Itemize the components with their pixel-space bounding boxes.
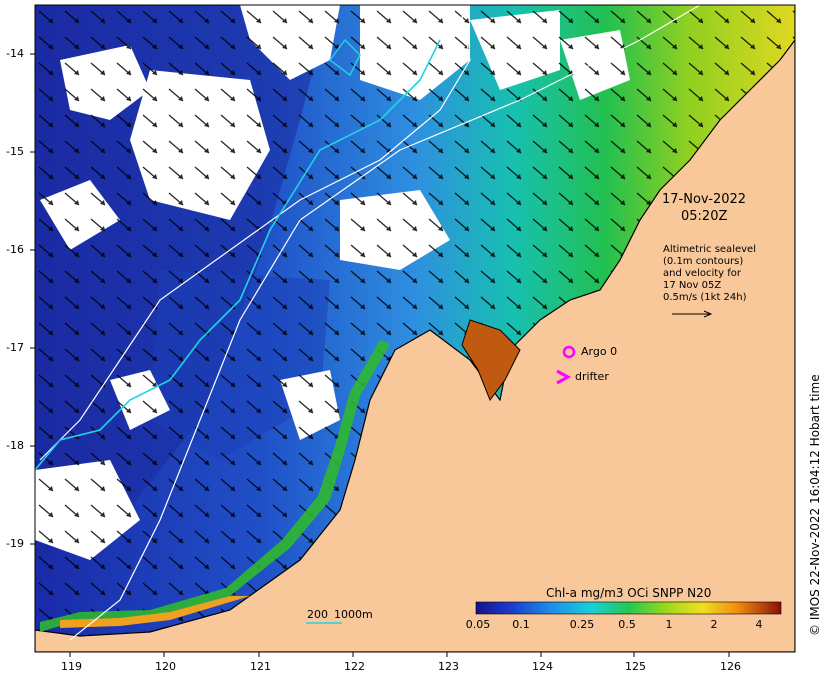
isobath-line [69, 5, 701, 641]
sealevel-contour [35, 39, 441, 471]
x-tick-label: 120 [155, 660, 176, 673]
y-tick-label: -16 [6, 243, 24, 256]
y-tick-label: -18 [6, 439, 24, 452]
map-frame [34, 4, 796, 653]
x-tick-label: 123 [438, 660, 459, 673]
x-tick-label: 121 [250, 660, 271, 673]
scale-label: 1000m [334, 608, 373, 621]
colorbar-tick: 0.5 [618, 618, 636, 631]
y-tick-label: -17 [6, 341, 24, 354]
colorbar [475, 601, 782, 615]
x-tick-label: 119 [61, 660, 82, 673]
colorbar-tick: 2 [710, 618, 718, 631]
colorbar-tick: 4 [755, 618, 763, 631]
colorbar-tick: 0.1 [512, 618, 530, 631]
y-tick-label: -19 [6, 537, 24, 550]
colorbar-title: Chl-a mg/m3 OCi SNPP N20 [546, 586, 712, 600]
time-stamp: 05:20Z [681, 209, 728, 224]
date-stamp: 17-Nov-2022 [662, 192, 747, 207]
colorbar-tick: 0.25 [569, 618, 595, 631]
x-tick-label: 125 [625, 660, 646, 673]
drifter-marker-icon[interactable] [556, 369, 572, 385]
argo-marker-icon[interactable] [562, 345, 576, 359]
credit-text: © IMOS 22-Nov-2022 16:04:12 Hobart time [808, 374, 820, 636]
altimetry-note-line: 17 Nov 05Z [663, 280, 722, 291]
altimetry-note-line: and velocity for [663, 268, 742, 279]
altimetry-note-line: (0.1m contours) [663, 256, 744, 267]
x-tick-label: 124 [532, 660, 553, 673]
drifter-label: drifter [575, 370, 609, 383]
altimetry-note-line: Altimetric sealevel [663, 244, 756, 255]
x-tick-label: 126 [720, 660, 741, 673]
argo-label: Argo 0 [581, 345, 618, 358]
y-tick-label: -14 [6, 47, 24, 60]
altimetry-note-line: 0.5m/s (1kt 24h) [663, 292, 747, 303]
y-tick-label: -15 [6, 145, 24, 158]
colorbar-tick: 0.05 [465, 618, 491, 631]
x-tick-label: 122 [344, 660, 365, 673]
colorbar-tick: 1 [665, 618, 673, 631]
scale-label: 200 [307, 608, 328, 621]
